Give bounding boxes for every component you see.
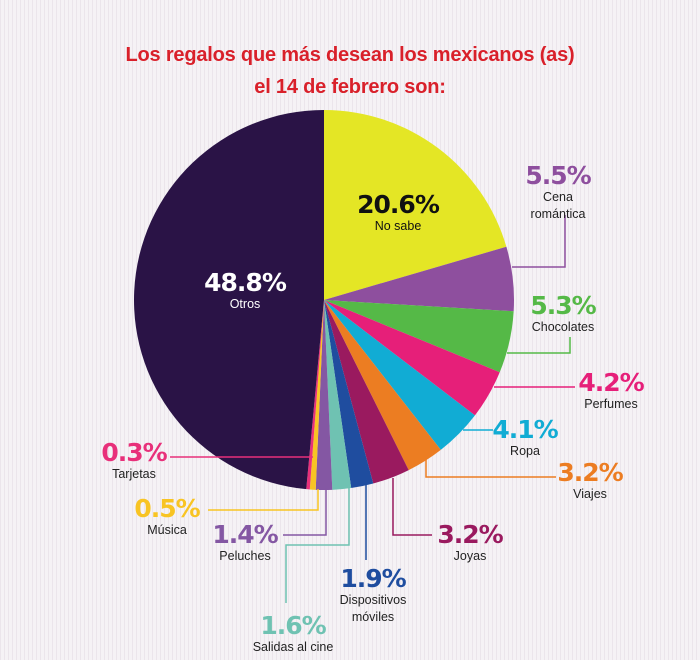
leader-line xyxy=(283,488,327,536)
leader-line xyxy=(392,478,432,536)
data-label: 0.5% Música xyxy=(134,494,200,539)
chart-title: Los regalos que más desean los mexicanos… xyxy=(125,44,575,66)
data-label: 4.1% Ropa xyxy=(492,415,558,460)
data-label-value: 1.4% xyxy=(212,520,278,549)
data-label: 48.8% Otros xyxy=(204,268,287,313)
pie-slice-viajes xyxy=(324,300,441,471)
data-label-name: Cena xyxy=(543,190,573,204)
pie-slice-otros xyxy=(133,110,324,490)
data-label-name: Otros xyxy=(229,297,261,311)
pie-slice-cena-romántica xyxy=(324,246,514,312)
pie-slice-joyas xyxy=(324,300,409,484)
data-label-value: 1.6% xyxy=(260,611,326,640)
data-label-value: 1.9% xyxy=(340,564,406,593)
data-label-value: 4.1% xyxy=(492,415,558,444)
data-label: 4.2% Perfumes xyxy=(578,368,644,413)
pie-slice-dispositivos-móviles xyxy=(324,300,374,489)
pie-slice-ropa xyxy=(324,300,475,450)
data-label-name: Ropa xyxy=(510,444,540,458)
data-label-name: Perfumes xyxy=(584,397,638,411)
leader-line xyxy=(507,337,571,354)
data-label-name: romántica xyxy=(530,207,586,221)
leader-line xyxy=(208,489,319,511)
data-label-name: Joyas xyxy=(453,549,487,563)
chart-subtitle: el 14 de febrero son: xyxy=(254,76,446,98)
data-label-value: 5.5% xyxy=(525,161,591,190)
data-label-name: Viajes xyxy=(573,487,607,501)
data-label: 5.5% Cena romántica xyxy=(525,161,591,223)
data-label-name: Dispositivos xyxy=(339,593,407,607)
pie-slice-salidas-al-cine xyxy=(324,300,352,490)
pie-slice-música xyxy=(309,300,324,490)
data-label: 0.3% Tarjetas xyxy=(101,438,167,483)
pie-slice-chocolates xyxy=(324,300,514,373)
data-label-value: 48.8% xyxy=(204,268,287,297)
data-label: 1.4% Peluches xyxy=(212,520,278,565)
data-label-value: 5.3% xyxy=(530,291,596,320)
data-label-value: 0.5% xyxy=(134,494,200,523)
data-label: 1.6% Salidas al cine xyxy=(253,613,334,656)
data-label-value: 3.2% xyxy=(557,458,623,487)
data-label-name: Salidas al cine xyxy=(252,640,334,654)
data-label-name: Música xyxy=(147,523,187,537)
data-label: 1.9% Dispositivos móviles xyxy=(340,566,407,626)
data-label-name: Peluches xyxy=(219,549,271,563)
leader-line xyxy=(512,215,566,268)
data-label: 3.2% Viajes xyxy=(557,458,623,503)
pie-slice-tarjetas xyxy=(306,300,324,490)
leader-line xyxy=(285,487,350,603)
leader-line xyxy=(425,458,556,478)
pie-slice-peluches xyxy=(315,300,333,491)
pie-slice-no-sabe xyxy=(324,110,507,300)
data-label-name: Chocolates xyxy=(531,320,595,334)
data-label: 3.2% Joyas xyxy=(437,520,503,565)
data-label-value: 0.3% xyxy=(101,438,167,467)
data-label-value: 20.6% xyxy=(357,190,440,219)
pie-slice-perfumes xyxy=(324,300,500,416)
data-label: 5.3% Chocolates xyxy=(530,291,596,336)
data-label-value: 3.2% xyxy=(437,520,503,549)
data-label-name: móviles xyxy=(351,610,395,624)
data-label-name: Tarjetas xyxy=(112,467,156,481)
data-label-name: No sabe xyxy=(374,219,422,233)
data-label-value: 4.2% xyxy=(578,368,644,397)
data-label: 20.6% No sabe xyxy=(357,190,440,235)
